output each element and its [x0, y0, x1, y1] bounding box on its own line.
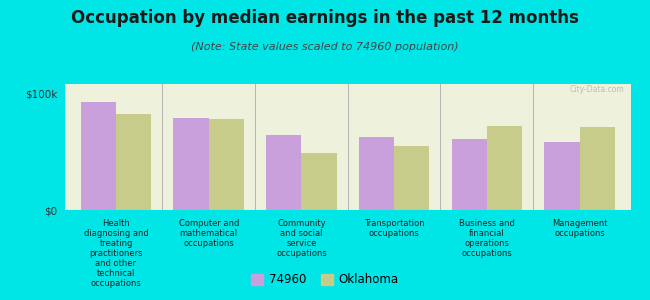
Text: Occupation by median earnings in the past 12 months: Occupation by median earnings in the pas…: [71, 9, 579, 27]
Bar: [209, 119, 244, 210]
Bar: [544, 142, 580, 210]
Legend: 74960, Oklahoma: 74960, Oklahoma: [247, 269, 403, 291]
Bar: [580, 127, 615, 210]
Bar: [452, 139, 487, 210]
Bar: [266, 135, 302, 210]
Bar: [302, 153, 337, 210]
Text: City-Data.com: City-Data.com: [570, 85, 625, 94]
Bar: [81, 101, 116, 210]
Text: (Note: State values scaled to 74960 population): (Note: State values scaled to 74960 popu…: [191, 42, 459, 52]
Bar: [359, 136, 394, 210]
Bar: [174, 118, 209, 210]
Bar: [116, 114, 151, 210]
Bar: [394, 146, 430, 210]
Bar: [487, 126, 522, 210]
